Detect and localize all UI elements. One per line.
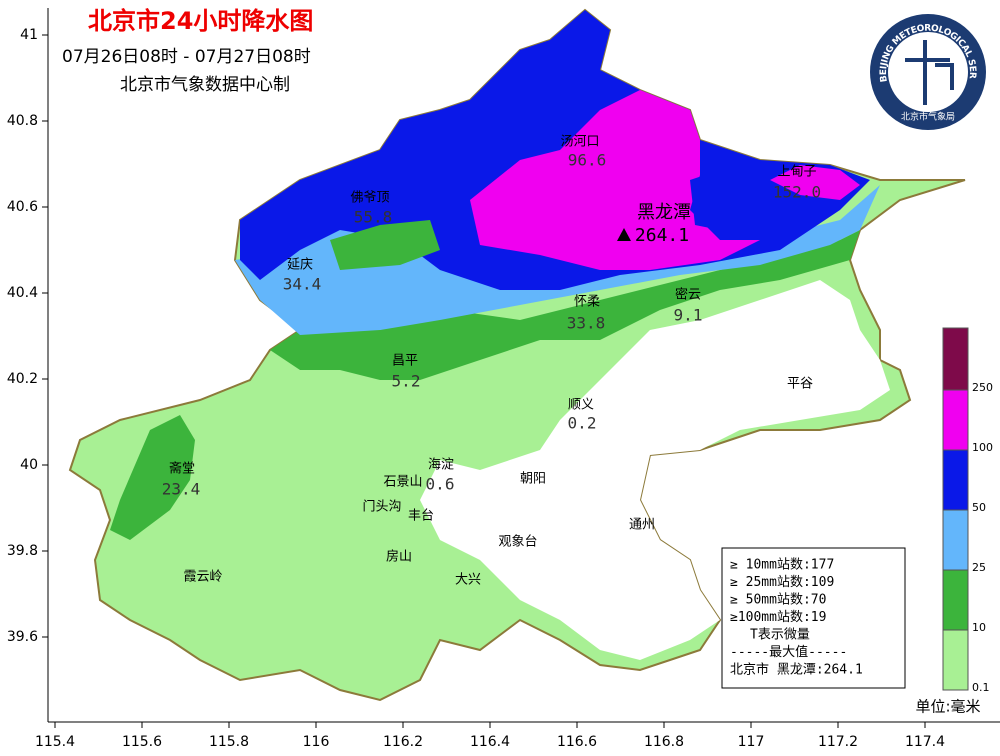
- x-tick-label: 116.2: [383, 734, 423, 750]
- y-tick-label: 39.6: [7, 629, 38, 645]
- producer: 北京市气象数据中心制: [120, 75, 290, 95]
- x-tick-label: 116.8: [644, 734, 684, 750]
- place-name: 平谷: [787, 377, 813, 392]
- x-tick-label: 115.6: [122, 734, 162, 750]
- station-value: 0.2: [568, 414, 597, 433]
- y-tick-label: 40.4: [7, 285, 38, 301]
- legend-level: 250: [972, 381, 993, 394]
- title: 北京市24小时降水图: [88, 7, 313, 35]
- place-name: 海淀: [428, 458, 454, 473]
- max-station-marker: [617, 228, 631, 241]
- axes: 115.4 115.6 115.8 116 116.2 116.4 116.6 116.8 11…: [7, 8, 1000, 750]
- legend-level: 10: [972, 621, 986, 634]
- legend: 单位:毫米 0.1 10 25 50 100 250: [915, 327, 993, 716]
- stats-lines: ≥ 10mm站数:177 ≥ 25mm站数:109 ≥ 50mm站数:70 ≥100m…: [730, 558, 863, 678]
- x-tick-label: 117: [738, 734, 765, 750]
- place-name: 丰台: [408, 509, 434, 524]
- x-tick-label: 117.4: [905, 734, 945, 750]
- station-value: 9.1: [674, 306, 703, 325]
- place-name: 通州: [629, 518, 655, 533]
- station-name: 上甸子: [777, 165, 816, 180]
- station-name: 延庆: [287, 258, 313, 273]
- logo-center: [888, 32, 968, 112]
- place-name: 门头沟: [362, 500, 401, 515]
- zone-50-100-core: [690, 170, 735, 230]
- station-name: 顺义: [568, 398, 594, 413]
- logo-mark: [905, 40, 954, 105]
- zone-100-250: [470, 90, 860, 270]
- y-tick-label: 40.6: [7, 199, 38, 215]
- y-tick-label: 41: [20, 27, 38, 43]
- y-tick-label: 40: [20, 457, 38, 473]
- legend-level: 50: [972, 501, 986, 514]
- station-value: 33.8: [567, 314, 606, 333]
- stats-line: T表示微量: [750, 628, 810, 643]
- station-name: 斋堂: [169, 461, 195, 477]
- stats-line: -----最大值-----: [730, 644, 847, 660]
- zone-10-25: [110, 230, 860, 540]
- legend-level: 0.1: [972, 681, 990, 694]
- y-tick-label: 39.8: [7, 543, 38, 559]
- place-name: 朝阳: [520, 472, 546, 487]
- station-name: 怀柔: [574, 295, 600, 310]
- legend-unit: 单位:毫米: [915, 698, 980, 716]
- y-tick-label: 40.8: [7, 113, 38, 129]
- station-value: 5.2: [392, 372, 421, 391]
- stats-line: ≥ 50mm站数:70: [730, 593, 826, 608]
- place-name: 房山: [386, 549, 412, 565]
- station-value: 34.4: [283, 275, 322, 294]
- stats-line: ≥ 25mm站数:109: [730, 575, 834, 590]
- y-tick-label: 40.2: [7, 371, 38, 387]
- x-tick-label: 115.8: [209, 734, 249, 750]
- x-tick-label: 116: [303, 734, 330, 750]
- station-value: 96.6: [568, 151, 607, 170]
- x-tick-label: 116.4: [470, 734, 510, 750]
- station-name: 汤河口: [560, 135, 599, 150]
- x-tick-label: 117.2: [818, 734, 858, 750]
- stats-line: ≥ 10mm站数:177: [730, 558, 834, 573]
- station-value: 264.1: [635, 225, 689, 246]
- legend-level: 25: [972, 561, 986, 574]
- precip-map: [68, 8, 966, 702]
- white-area: [420, 280, 890, 660]
- legend-swatch: [942, 449, 969, 511]
- station-name: 石景山: [383, 475, 422, 490]
- place-name: 观象台: [498, 535, 537, 550]
- dry-core: [330, 220, 440, 270]
- station-value: 23.4: [162, 480, 201, 499]
- stats-line: ≥100mm站数:19: [730, 610, 826, 625]
- station-name: 昌平: [392, 354, 418, 369]
- period: 07月26日08时 - 07月27日08时: [62, 47, 311, 67]
- stats-box: ≥ 10mm站数:177 ≥ 25mm站数:109 ≥ 50mm站数:70 ≥100m…: [721, 547, 906, 689]
- station-value: 55.8: [354, 208, 393, 227]
- legend-swatch: [942, 327, 969, 391]
- station-name: 黑龙潭: [637, 202, 691, 223]
- legend-swatch: [942, 569, 969, 631]
- logo-name: 北京市气象局: [901, 111, 955, 123]
- legend-swatch: [942, 629, 969, 691]
- station-value: 152.0: [773, 183, 821, 202]
- legend-swatch: [942, 509, 969, 571]
- x-tick-label: 116.6: [557, 734, 597, 750]
- place-name: 大兴: [455, 573, 481, 588]
- stats-line: 北京市 黑龙潭:264.1: [730, 662, 863, 678]
- station-name: 密云: [675, 287, 701, 303]
- station-value: 0.6: [426, 475, 455, 494]
- place-name: 霞云岭: [183, 570, 222, 585]
- legend-swatch: [942, 389, 969, 451]
- header: 北京市24小时降水图 07月26日08时 - 07月27日08时 北京市气象数据…: [62, 7, 313, 95]
- stats-frame: [721, 547, 906, 689]
- legend-level: 100: [972, 441, 993, 454]
- station-name: 佛爷顶: [350, 191, 389, 206]
- x-tick-label: 115.4: [35, 734, 75, 750]
